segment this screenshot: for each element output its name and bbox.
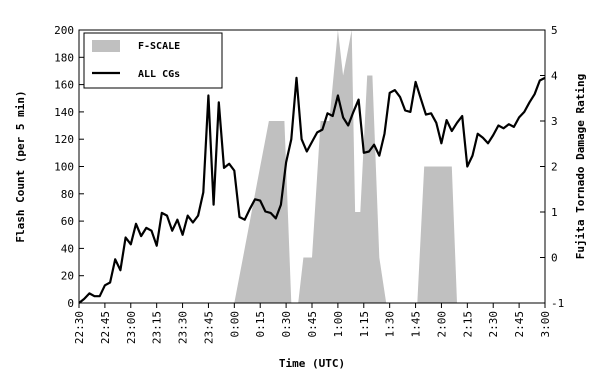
legend-label-fscale: F-SCALE — [138, 41, 180, 52]
x-tick-label: 2:45 — [513, 311, 526, 338]
x-tick-label: 23:15 — [151, 311, 164, 344]
y-tick-label: 20 — [61, 270, 74, 283]
y2-tick-label: -1 — [551, 297, 564, 310]
x-tick-label: 2:00 — [435, 311, 448, 338]
y-tick-label: 180 — [54, 51, 74, 64]
y-axis-title: Flash Count (per 5 min) — [14, 90, 27, 242]
y-tick-label: 80 — [61, 188, 74, 201]
fscale-area — [234, 30, 464, 303]
x-tick-label: 23:00 — [125, 311, 138, 344]
x-tick-label: 0:00 — [228, 311, 241, 338]
x-tick-label: 2:30 — [487, 311, 500, 338]
cg-line-layer — [78, 76, 546, 304]
y2-axis-title: Fujita Tornado Damage Rating — [574, 74, 587, 259]
legend-swatch-fscale — [92, 40, 120, 52]
y2-tick-label: 3 — [551, 115, 558, 128]
y-tick-label: 40 — [61, 242, 74, 255]
x-tick-label: 22:45 — [99, 311, 112, 344]
y-tick-label: 0 — [67, 297, 74, 310]
y2-tick-label: 4 — [551, 70, 558, 83]
x-tick-label: 23:30 — [177, 311, 190, 344]
legend-label-cg: ALL CGs — [138, 69, 180, 80]
y-tick-label: 140 — [54, 106, 74, 119]
y-tick-label: 200 — [54, 24, 74, 37]
x-axis-title: Time (UTC) — [279, 357, 345, 370]
x-tick-label: 0:30 — [280, 311, 293, 338]
x-tick-label: 1:45 — [410, 311, 423, 338]
y-tick-label: 60 — [61, 215, 74, 228]
x-tick-label: 1:30 — [384, 311, 397, 338]
y2-tick-label: 0 — [551, 252, 558, 265]
x-tick-label: 2:15 — [461, 311, 474, 338]
x-tick-label: 1:00 — [332, 311, 345, 338]
fscale-area-layer — [234, 30, 464, 303]
x-tick-label: 1:15 — [358, 311, 371, 338]
y-tick-label: 120 — [54, 133, 74, 146]
y2-tick-label: 5 — [551, 24, 558, 37]
x-tick-label: 22:30 — [73, 311, 86, 344]
y2-tick-label: 1 — [551, 206, 558, 219]
axes-layer: 0 20 40 60 80 100 120 140 160 180 200 -1 0 1 2 3 4 5 22:30… — [54, 24, 564, 344]
x-tick-label: 0:15 — [254, 311, 267, 338]
legend: F-SCALE ALL CGs — [83, 32, 223, 89]
y-tick-label: 100 — [54, 161, 74, 174]
y2-tick-label: 2 — [551, 161, 558, 174]
cg-line — [78, 76, 546, 304]
x-tick-label: 0:45 — [306, 311, 319, 338]
x-tick-label: 3:00 — [539, 311, 552, 338]
x-tick-label: 23:45 — [202, 311, 215, 344]
y-tick-label: 160 — [54, 79, 74, 92]
